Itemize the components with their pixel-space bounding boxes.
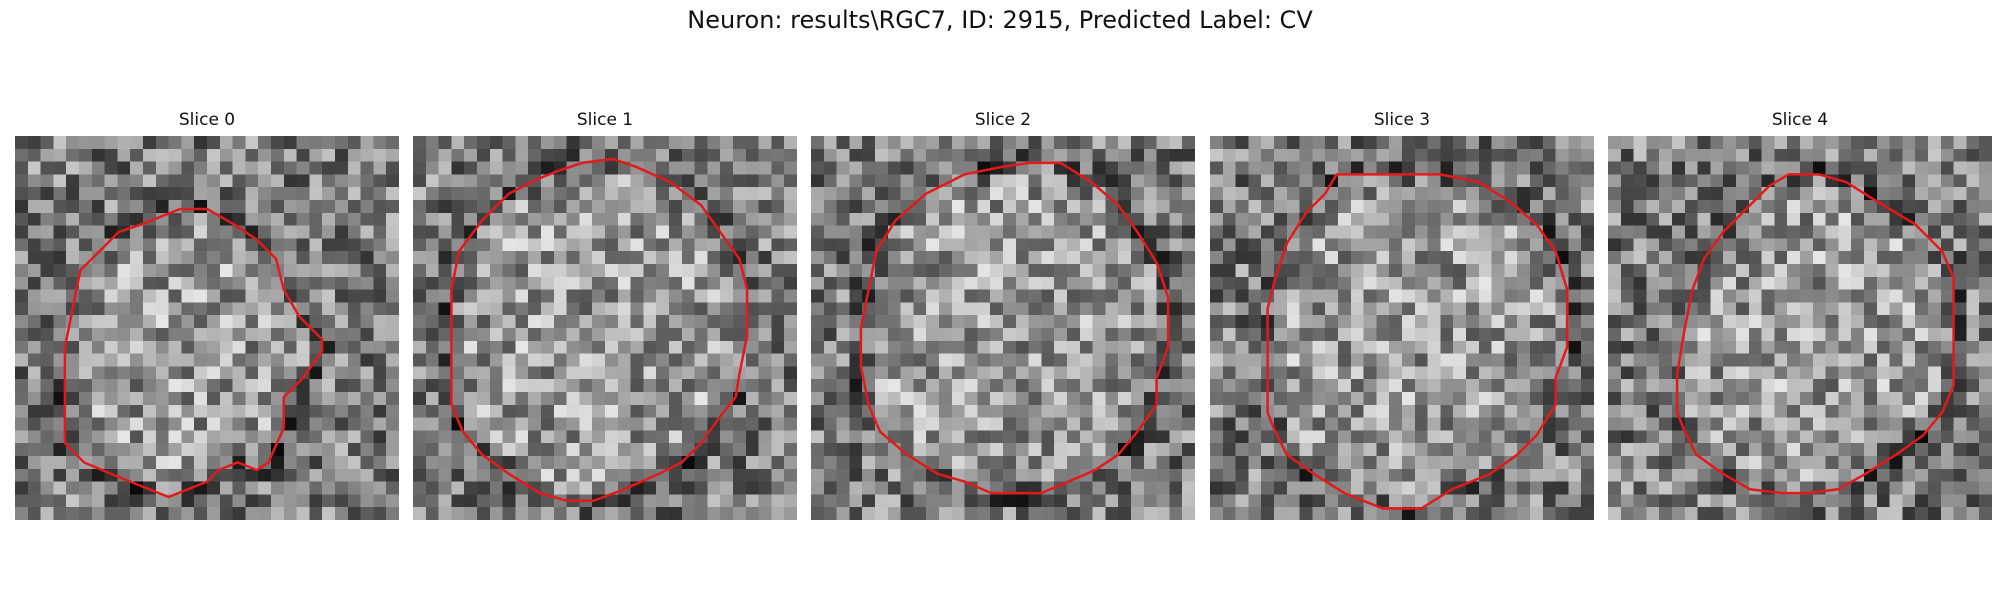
slice-image [811,136,1195,520]
slice-panel-0: Slice 0 [15,108,399,520]
slice-image [413,136,797,520]
grayscale-slice [413,136,797,520]
slice-image [1210,136,1594,520]
slice-image [1608,136,1992,520]
cell-contour [450,157,749,503]
slice-panel-3: Slice 3 [1210,108,1594,520]
slice-title: Slice 0 [178,110,236,130]
grayscale-slice [1210,136,1594,520]
slice-panel-1: Slice 1 [413,108,797,520]
slice-title: Slice 1 [576,110,634,130]
slice-title: Slice 2 [974,110,1032,130]
grayscale-slice [811,136,1195,520]
figure-title: Neuron: results\RGC7, ID: 2915, Predicte… [687,6,1313,34]
cell-contour [859,161,1170,495]
slice-image [15,136,399,520]
cell-contour [1675,173,1955,495]
slice-title: Slice 3 [1373,110,1431,130]
grayscale-slice [15,136,399,520]
slice-panel-4: Slice 4 [1608,108,1992,520]
slice-panel-2: Slice 2 [811,108,1195,520]
slice-title: Slice 4 [1771,110,1829,130]
cell-contour [1266,173,1569,510]
cell-contour [63,207,324,499]
grayscale-slice [1608,136,1992,520]
